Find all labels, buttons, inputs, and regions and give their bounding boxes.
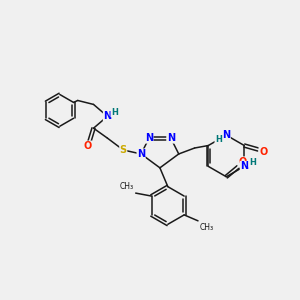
Text: O: O [83, 141, 92, 151]
Text: H: H [215, 135, 222, 144]
Text: CH₃: CH₃ [120, 182, 134, 191]
Text: N: N [145, 133, 153, 143]
Text: CH₃: CH₃ [200, 223, 214, 232]
Text: O: O [259, 148, 267, 158]
Text: O: O [238, 157, 246, 167]
Text: S: S [120, 145, 127, 155]
Text: H: H [249, 158, 256, 167]
Text: N: N [240, 161, 248, 171]
Text: H: H [111, 108, 118, 117]
Text: N: N [103, 111, 112, 121]
Text: N: N [137, 149, 145, 159]
Text: N: N [222, 130, 230, 140]
Text: N: N [167, 133, 175, 143]
